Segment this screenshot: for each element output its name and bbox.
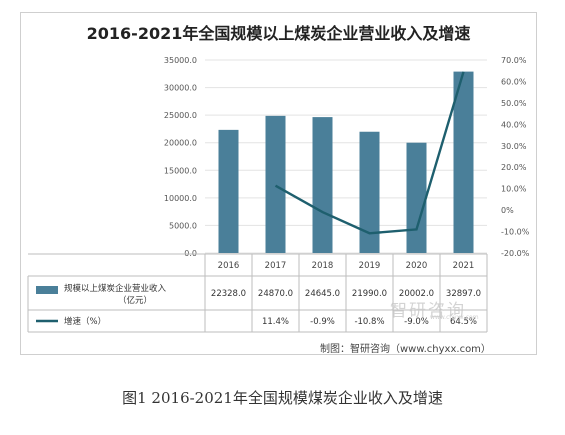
growth-value-label: 11.4%: [262, 317, 289, 327]
bar: [312, 117, 333, 253]
right-tick-label: -10.0%: [501, 228, 530, 237]
left-tick-label: 5000.0: [169, 221, 197, 230]
growth-value-label: -9.0%: [404, 317, 429, 327]
legend-swatch-bar: [36, 286, 58, 294]
left-tick-label: 30000.0: [164, 84, 197, 93]
legend-label-bar: 规模以上煤炭企业营业收入: [64, 283, 167, 294]
category-label: 2017: [265, 261, 287, 271]
legend-label-line: 增速（%）: [64, 316, 106, 327]
bar-value-label: 22328.0: [211, 289, 246, 299]
growth-value-label: 64.5%: [450, 317, 477, 327]
source-credit: 制图：智研咨询（www.chyxx.com）: [320, 344, 491, 355]
bar-value-label: 20002.0: [399, 289, 434, 299]
legend-label-bar-unit: （亿元）: [118, 295, 152, 306]
category-label: 2019: [359, 261, 381, 271]
bar-value-label: 24645.0: [305, 289, 340, 299]
bar-value-label: 32897.0: [446, 289, 481, 299]
figure-caption: 图1 2016-2021年全国规模煤炭企业收入及增速: [122, 389, 443, 407]
watermark-url: www.chyxx.com: [430, 314, 479, 321]
category-label: 2018: [312, 261, 334, 271]
bar: [453, 71, 474, 253]
left-tick-label: 35000.0: [164, 56, 197, 65]
right-tick-label: 30.0%: [501, 142, 527, 151]
right-tick-label: -20.0%: [501, 249, 530, 258]
bar: [218, 129, 239, 253]
right-tick-label: 70.0%: [501, 56, 527, 65]
category-label: 2016: [218, 261, 240, 271]
category-label: 2021: [453, 261, 475, 271]
left-tick-label: 20000.0: [164, 139, 197, 148]
right-tick-label: 0%: [501, 206, 514, 215]
bar: [406, 142, 427, 253]
category-label: 2020: [406, 261, 428, 271]
bar-value-label: 24870.0: [258, 289, 293, 299]
watermark-text: 智研咨询: [390, 301, 466, 321]
right-tick-label: 40.0%: [501, 120, 527, 129]
right-tick-label: 60.0%: [501, 77, 527, 86]
right-tick-label: 50.0%: [501, 99, 527, 108]
right-tick-label: 20.0%: [501, 163, 527, 172]
left-tick-label: 10000.0: [164, 194, 197, 203]
growth-line: [274, 71, 465, 235]
left-tick-label: 25000.0: [164, 111, 197, 120]
left-tick-label: 15000.0: [164, 166, 197, 175]
bar: [359, 131, 380, 253]
growth-value-label: -10.8%: [354, 317, 384, 327]
right-tick-label: 10.0%: [501, 185, 527, 194]
growth-value-label: -0.9%: [310, 317, 335, 327]
bar: [265, 115, 286, 253]
chart-title: 2016-2021年全国规模以上煤炭企业营业收入及增速: [86, 24, 471, 43]
bar-value-label: 21990.0: [352, 289, 387, 299]
